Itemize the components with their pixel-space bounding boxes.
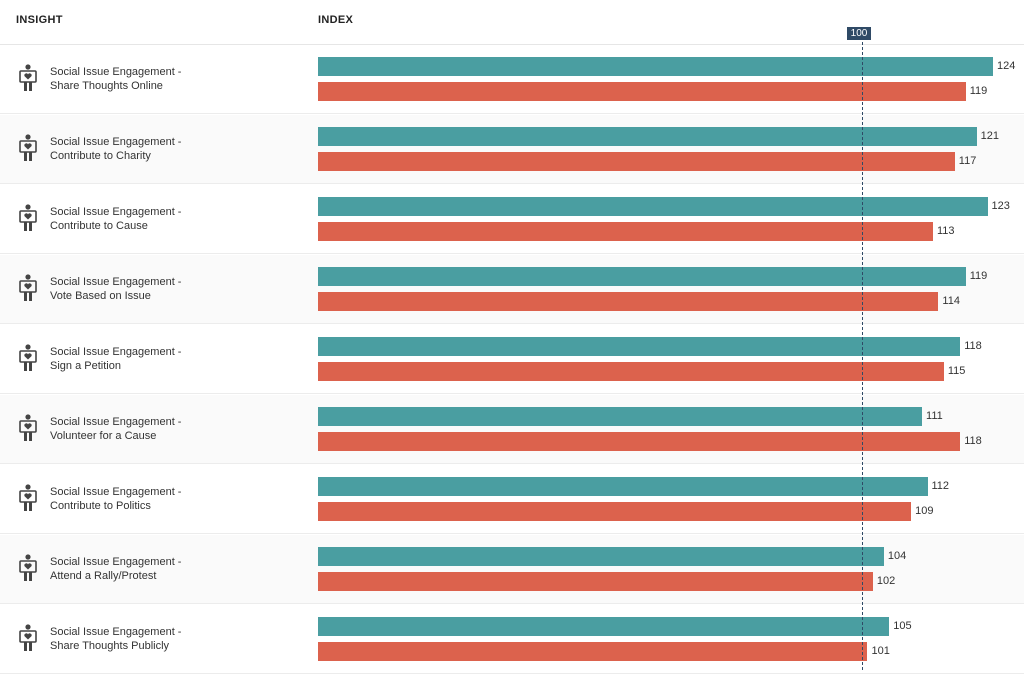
bar-series-2	[318, 432, 961, 451]
bar-series-2	[318, 292, 939, 311]
bar-value-label: 117	[958, 155, 977, 167]
bar-value-label: 114	[942, 295, 960, 307]
insight-label: Social Issue Engagement - Attend a Rally/…	[50, 555, 181, 583]
bar-value-label: 118	[964, 340, 982, 352]
insight-label-line: Share Thoughts Online	[50, 80, 163, 92]
person-holding-heart-sign-icon	[19, 274, 37, 301]
bar-value-label: 113	[936, 225, 955, 237]
table-row: Social Issue Engagement - Contribute to P…	[0, 465, 1024, 534]
table-row: Social Issue Engagement - Share Thoughts …	[0, 45, 1024, 114]
bar-series-1	[318, 267, 966, 286]
bar-series-1	[318, 127, 977, 146]
bar-value-label: 111	[926, 410, 943, 422]
insight-label-line: Sign a Petition	[50, 360, 121, 372]
bar-series-2	[318, 502, 912, 521]
index-column-header: INDEX	[318, 14, 354, 26]
insight-label-line: Contribute to Cause	[50, 220, 148, 232]
bar-value-label: 121	[980, 130, 999, 142]
bar-value-label: 123	[991, 200, 1010, 212]
bar-series-1	[318, 547, 884, 566]
bar-value-label: 118	[964, 435, 982, 447]
person-holding-heart-sign-icon	[19, 624, 37, 651]
person-holding-heart-sign-icon	[19, 554, 37, 581]
insight-label: Social Issue Engagement - Volunteer for a…	[50, 415, 181, 443]
bar-series-2	[318, 82, 966, 101]
bar-series-2	[318, 152, 955, 171]
reference-line	[862, 42, 863, 670]
bar-value-label: 102	[876, 575, 896, 587]
insight-label-line: Contribute to Politics	[50, 500, 151, 512]
person-holding-heart-sign-icon	[19, 344, 37, 371]
insight-label: Social Issue Engagement - Contribute to C…	[50, 205, 181, 233]
insight-label: Social Issue Engagement - Vote Based on I…	[50, 275, 181, 303]
bar-series-2	[318, 222, 933, 241]
bar-value-label: 104	[887, 550, 907, 562]
bar-series-1	[318, 407, 923, 426]
table-row: Social Issue Engagement - Attend a Rally/…	[0, 535, 1024, 604]
insight-label-line: Social Issue Engagement -	[50, 626, 182, 638]
table-row: Social Issue Engagement - Sign a Petition…	[0, 325, 1024, 394]
table-row: Social Issue Engagement - Share Thoughts …	[0, 605, 1024, 674]
bar-series-2	[318, 362, 944, 381]
table-row: Social Issue Engagement - Contribute to C…	[0, 185, 1024, 254]
insight-label-line: Social Issue Engagement -	[50, 416, 182, 428]
insight-label-line: Social Issue Engagement -	[50, 136, 182, 148]
bar-value-label: 101	[871, 645, 890, 657]
insight-label-line: Social Issue Engagement -	[50, 206, 182, 218]
person-holding-heart-sign-icon	[19, 204, 37, 231]
bar-series-1	[318, 197, 988, 216]
table-header: INSIGHT INDEX	[0, 0, 1024, 45]
insight-label-line: Volunteer for a Cause	[50, 430, 157, 442]
bar-value-label: 124	[997, 60, 1016, 72]
table-row: Social Issue Engagement - Volunteer for a…	[0, 395, 1024, 464]
insight-label: Social Issue Engagement - Contribute to P…	[50, 485, 181, 513]
insight-label-line: Social Issue Engagement -	[50, 346, 182, 358]
bar-value-label: 119	[969, 270, 988, 282]
insight-label-line: Vote Based on Issue	[50, 290, 151, 302]
insight-label-line: Social Issue Engagement -	[50, 66, 182, 78]
insight-label-line: Social Issue Engagement -	[50, 556, 182, 568]
insight-label: Social Issue Engagement - Share Thoughts …	[50, 65, 181, 93]
bar-series-1	[318, 337, 961, 356]
insight-label-line: Share Thoughts Publicly	[50, 640, 170, 652]
bar-series-1	[318, 57, 993, 76]
insight-label: Social Issue Engagement - Sign a Petition	[50, 345, 181, 373]
insight-label: Social Issue Engagement - Share Thoughts …	[50, 625, 181, 653]
bar-value-label: 115	[947, 365, 966, 377]
bar-value-label: 119	[969, 85, 988, 97]
person-holding-heart-sign-icon	[19, 484, 37, 511]
insight-label-line: Contribute to Charity	[50, 150, 151, 162]
insight-column-header: INSIGHT	[16, 14, 63, 26]
person-holding-heart-sign-icon	[19, 134, 37, 161]
insight-label-line: Social Issue Engagement -	[50, 486, 182, 498]
bar-value-label: 112	[931, 480, 950, 492]
bar-series-1	[318, 477, 928, 496]
table-row: Social Issue Engagement - Vote Based on I…	[0, 255, 1024, 324]
insight-label-line: Social Issue Engagement -	[50, 276, 182, 288]
reference-badge: 100	[847, 27, 871, 40]
bar-series-2	[318, 642, 868, 661]
person-holding-heart-sign-icon	[19, 414, 37, 441]
insight-label: Social Issue Engagement - Contribute to C…	[50, 135, 181, 163]
table-row: Social Issue Engagement - Contribute to C…	[0, 115, 1024, 184]
bar-series-2	[318, 572, 873, 591]
bar-value-label: 109	[915, 505, 934, 517]
insight-label-line: Attend a Rally/Protest	[50, 570, 157, 582]
bar-value-label: 105	[893, 620, 912, 632]
bar-series-1	[318, 617, 890, 636]
person-holding-heart-sign-icon	[19, 64, 37, 91]
